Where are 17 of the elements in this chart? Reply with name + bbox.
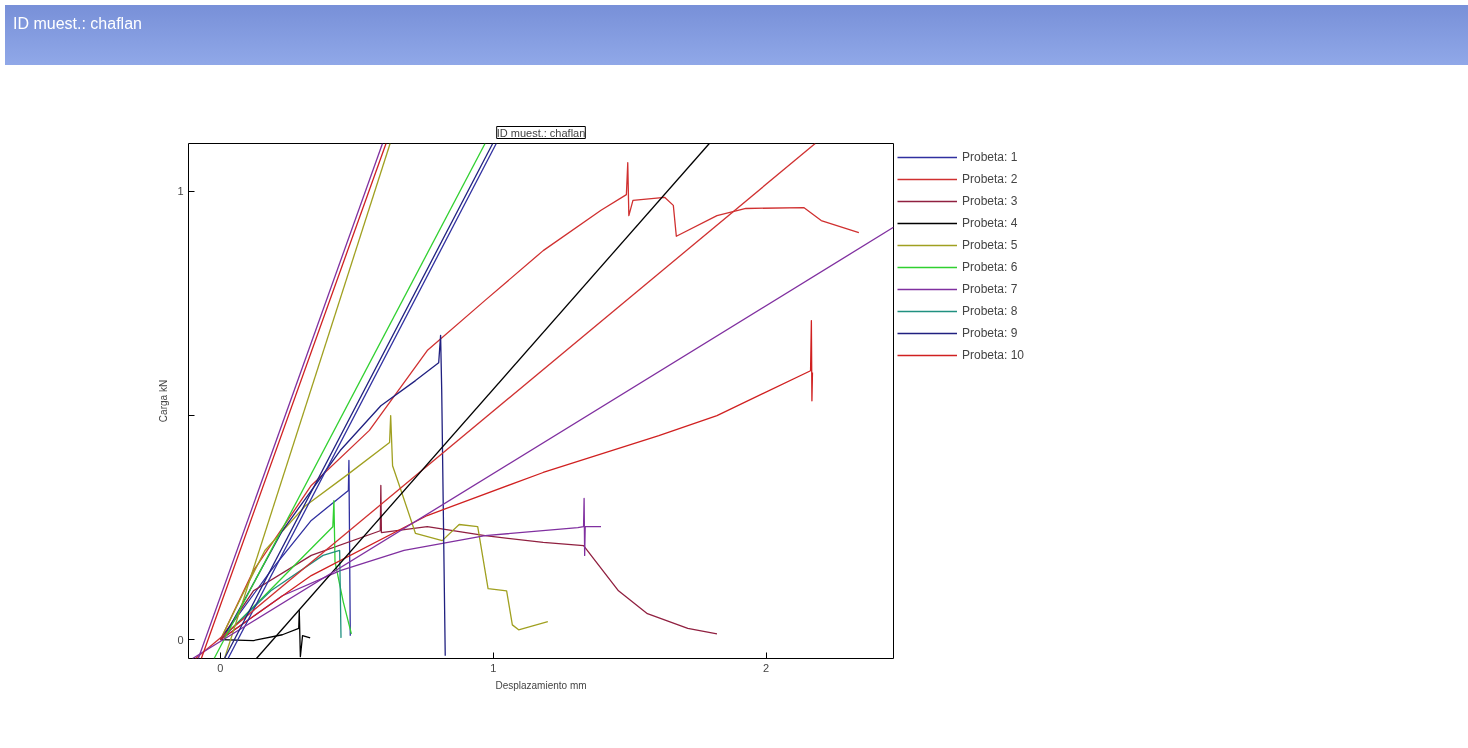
x-tick-label: 0 [217,661,224,674]
legend-label: Probeta: 6 [962,259,1018,275]
x-tick-label: 2 [763,661,770,674]
legend-label: Probeta: 5 [962,237,1018,253]
legend-label: Probeta: 2 [962,171,1018,187]
legend-label: Probeta: 7 [962,281,1018,297]
y-axis-title: Carga kN [158,379,170,423]
legend-label: Probeta: 8 [962,303,1018,319]
legend-label: Probeta: 10 [962,347,1025,363]
x-tick-label: 1 [490,661,497,674]
legend-label: Probeta: 4 [962,215,1018,231]
x-axis-title: Desplazamiento mm [495,679,587,691]
legend-label: Probeta: 9 [962,325,1018,341]
legend-label: Probeta: 1 [962,149,1018,165]
text: ID muest.: chaflan [13,14,142,34]
legend-label: Probeta: 3 [962,193,1018,209]
chart-title: ID muest.: chaflan [496,126,586,139]
